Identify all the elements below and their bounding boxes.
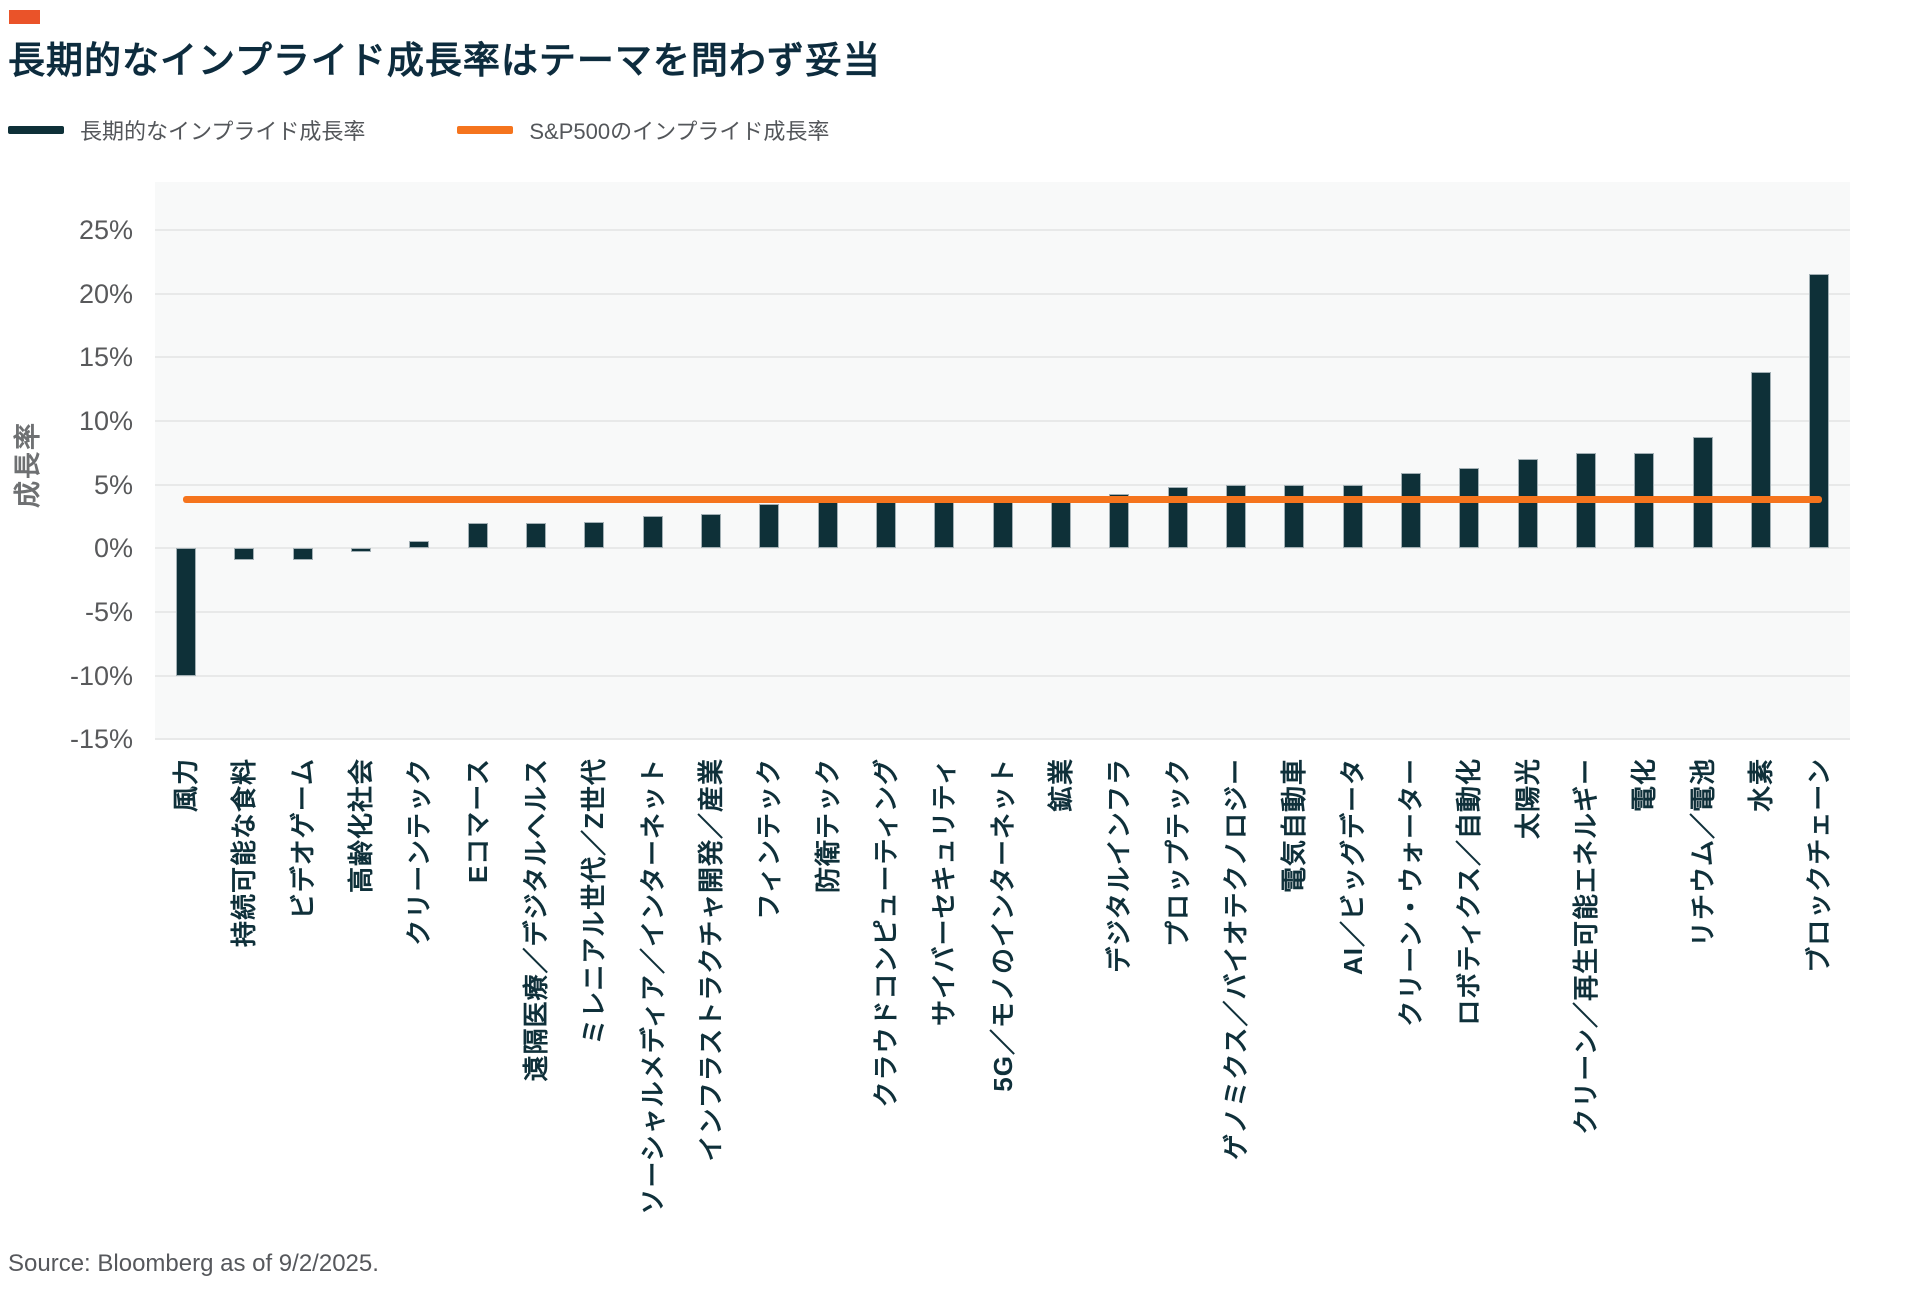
x-axis-label: デジタルインフラ (1104, 758, 1135, 973)
gridline (155, 356, 1850, 359)
bar-20 (1284, 484, 1305, 549)
bar-2 (234, 548, 255, 560)
x-axis-label: AI／ビッグデータ (1337, 758, 1368, 976)
x-axis-label: ロボティクス／自動化 (1454, 758, 1485, 1026)
gridline (155, 611, 1850, 613)
gridline (155, 228, 1850, 231)
bar-series-swatch-icon (8, 126, 64, 134)
x-axis-label: クリーン／再生可能エネルギー (1570, 758, 1601, 1135)
legend-label-sp500: S&P500のインプライド成長率 (529, 119, 830, 144)
y-axis-tick-label: 20% (78, 278, 133, 309)
x-axis-label: 持続可能な食料 (229, 758, 260, 948)
x-axis-label: ソーシャルメディア／インターネット (637, 758, 668, 1215)
page-title: 長期的なインプライド成長率はテーマを問わず妥当 (8, 40, 881, 81)
plot-area (155, 182, 1850, 741)
x-axis-label: インフラストラクチャ開発／産業 (695, 758, 726, 1162)
y-axis-tick-label: 15% (78, 342, 133, 373)
line-series-swatch-icon (457, 126, 514, 134)
bar-13 (875, 501, 896, 549)
bar-15 (992, 497, 1013, 549)
brand-mark (9, 10, 40, 24)
y-axis-tick-label: 10% (78, 405, 133, 436)
x-axis-label: 鉱業 (1045, 758, 1076, 813)
bar-27 (1692, 437, 1713, 549)
x-axis-label: 5G／モノのインターネット (987, 758, 1018, 1092)
y-axis-tick-label: -10% (69, 660, 133, 691)
x-axis-label: 水素 (1745, 758, 1776, 813)
x-axis-label: クリーン・ウォーター (1395, 758, 1426, 1027)
bar-9 (642, 516, 663, 549)
bar-10 (700, 513, 721, 549)
x-axis-label: Eコマース (462, 758, 493, 884)
gridline (155, 419, 1850, 422)
y-axis-tick-label: -15% (69, 724, 133, 755)
x-axis-label: ゲノミクス／バイオテクノロジー (1220, 758, 1251, 1160)
bar-19 (1225, 484, 1246, 549)
x-axis-label: プロップテック (1162, 758, 1193, 948)
y-axis-tick-label: 0% (93, 533, 133, 564)
bar-24 (1517, 459, 1538, 549)
bar-23 (1459, 468, 1480, 549)
gridline (155, 547, 1850, 550)
bar-21 (1342, 484, 1363, 549)
bar-11 (759, 503, 780, 549)
x-axis-label: ブロックチェーン (1804, 758, 1835, 973)
gridline (155, 292, 1850, 295)
sp500-benchmark-line (183, 496, 1823, 504)
bar-8 (584, 521, 605, 549)
bar-29 (1809, 274, 1830, 549)
x-axis-label: 遠隔医療／デジタルヘルス (520, 758, 551, 1082)
legend: 長期的なインプライド成長率 S&P500のインプライド成長率 (8, 114, 829, 146)
x-axis-label: 風力 (171, 758, 201, 813)
bar-16 (1050, 497, 1071, 549)
source-note: Source: Bloomberg as of 9/2/2025. (8, 1250, 379, 1277)
x-axis-label: 太陽光 (1512, 758, 1543, 840)
y-axis-tick-label: 5% (93, 469, 133, 500)
x-axis-label: フィンテック (754, 758, 785, 920)
y-axis-title: 成長率 (13, 421, 43, 508)
x-axis-label: クラウドコンピューティング (870, 758, 901, 1108)
bar-7 (525, 522, 546, 549)
y-axis-tick-label: 25% (78, 214, 133, 245)
x-axis-label: リチウム／電池 (1687, 758, 1718, 948)
bar-28 (1750, 372, 1771, 549)
bar-17 (1109, 493, 1130, 549)
gridline (155, 674, 1850, 677)
y-axis-tick-label: -5% (84, 597, 133, 627)
legend-item-sp500: S&P500のインプライド成長率 (457, 114, 829, 146)
x-axis-label: ビデオゲーム (287, 758, 318, 920)
bar-12 (817, 501, 838, 549)
legend-item-implied-growth: 長期的なインプライド成長率 (8, 114, 365, 146)
x-axis-label: ミレニアル世代／Z世代 (579, 758, 610, 1045)
x-axis-label: クリーンテック (404, 758, 435, 946)
bar-1 (176, 548, 196, 676)
bar-22 (1400, 473, 1421, 549)
x-axis-label: サイバーセキュリティ (929, 758, 960, 1026)
x-axis-label: 防衛テック (812, 758, 843, 894)
bar-6 (467, 522, 488, 549)
x-axis-label: 高齢化社会 (345, 758, 376, 894)
bar-4 (350, 548, 371, 553)
bar-14 (934, 498, 955, 549)
legend-label-implied-growth: 長期的なインプライド成長率 (80, 119, 366, 144)
gridline (155, 483, 1850, 486)
bar-5 (409, 540, 430, 549)
x-axis-label: 電化 (1629, 758, 1660, 813)
x-axis-label: 電気自動車 (1279, 758, 1310, 894)
gridline (155, 738, 1850, 741)
bar-3 (292, 548, 313, 560)
